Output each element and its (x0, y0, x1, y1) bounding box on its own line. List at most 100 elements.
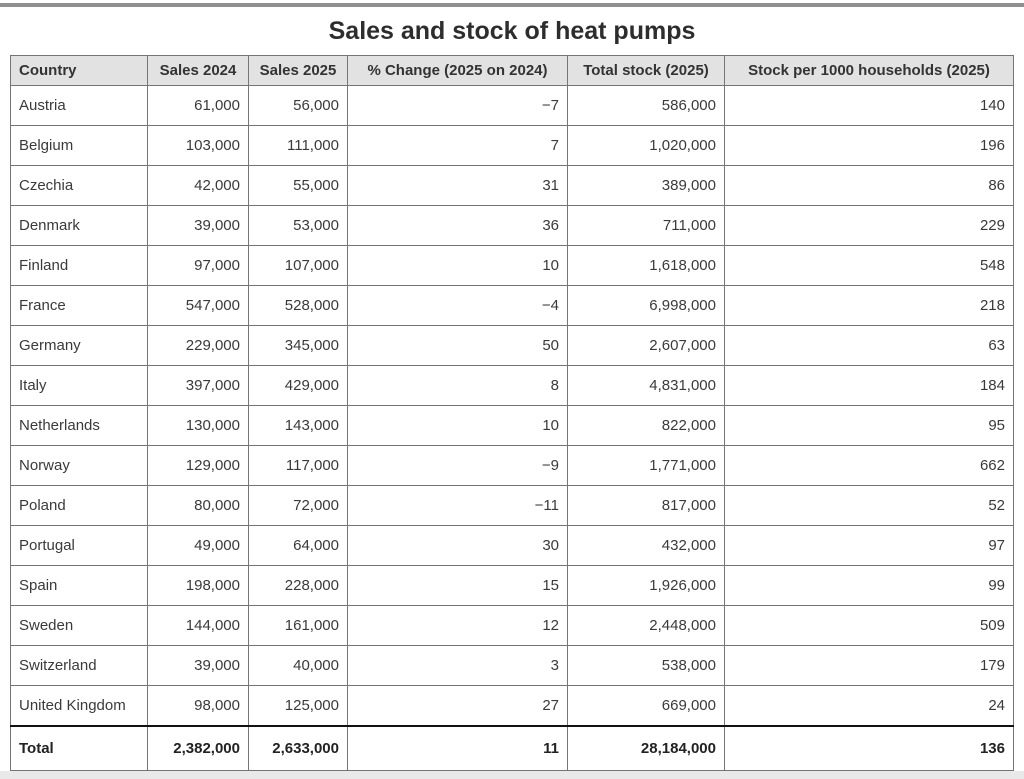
heat-pumps-table: Country Sales 2024 Sales 2025% Change (202… (10, 55, 1014, 771)
value-cell: 229 (724, 205, 1014, 246)
column-header: % Change (2025 on 2024) (347, 55, 568, 86)
value-cell: 429,000 (248, 365, 348, 406)
value-cell: 95 (724, 405, 1014, 446)
value-cell: 99 (724, 565, 1014, 606)
country-cell: Switzerland (10, 645, 148, 686)
total-value-cell: 2,382,000 (147, 725, 249, 771)
column-header: Total stock (2025) (567, 55, 725, 86)
value-cell: −4 (347, 285, 568, 326)
table-row: Norway 129,000 117,000 −9 1,771,000 662 (10, 445, 1014, 486)
country-cell: Italy (10, 365, 148, 406)
value-cell: 8 (347, 365, 568, 406)
country-cell: United Kingdom (10, 685, 148, 727)
value-cell: 36 (347, 205, 568, 246)
value-cell: 63 (724, 325, 1014, 366)
total-row: Total 2,382,000 2,633,000 11 28,184,000 136 (10, 725, 1014, 771)
value-cell: −9 (347, 445, 568, 486)
value-cell: 6,998,000 (567, 285, 725, 326)
table-row: Germany 229,000 345,000 50 2,607,000 63 (10, 325, 1014, 366)
country-cell: Finland (10, 245, 148, 286)
value-cell: 229,000 (147, 325, 249, 366)
table-row: Switzerland 39,000 40,000 3 538,000 179 (10, 645, 1014, 686)
country-cell: Netherlands (10, 405, 148, 446)
value-cell: 509 (724, 605, 1014, 646)
table-row: Poland 80,000 72,000 −11 817,000 52 (10, 485, 1014, 526)
value-cell: 669,000 (567, 685, 725, 727)
total-value-cell: 2,633,000 (248, 725, 348, 771)
value-cell: 42,000 (147, 165, 249, 206)
total-value-cell: 11 (347, 725, 568, 771)
value-cell: 12 (347, 605, 568, 646)
country-cell: Norway (10, 445, 148, 486)
country-cell: Austria (10, 85, 148, 126)
country-cell: Belgium (10, 125, 148, 166)
value-cell: 111,000 (248, 125, 348, 166)
value-cell: 98,000 (147, 685, 249, 727)
value-cell: 72,000 (248, 485, 348, 526)
value-cell: 52 (724, 485, 1014, 526)
table-footer: Total 2,382,000 2,633,000 11 28,184,000 136 (10, 725, 1014, 771)
value-cell: 129,000 (147, 445, 249, 486)
total-label-cell: Total (10, 725, 148, 771)
table-header: Country Sales 2024 Sales 2025% Change (202… (10, 55, 1014, 86)
value-cell: 143,000 (248, 405, 348, 446)
value-cell: 179 (724, 645, 1014, 686)
value-cell: 1,020,000 (567, 125, 725, 166)
value-cell: 107,000 (248, 245, 348, 286)
table-row: Portugal 49,000 64,000 30 432,000 97 (10, 525, 1014, 566)
value-cell: 161,000 (248, 605, 348, 646)
value-cell: −11 (347, 485, 568, 526)
value-cell: 389,000 (567, 165, 725, 206)
value-cell: 538,000 (567, 645, 725, 686)
country-cell: Germany (10, 325, 148, 366)
country-cell: France (10, 285, 148, 326)
value-cell: 61,000 (147, 85, 249, 126)
value-cell: 56,000 (248, 85, 348, 126)
header-row: Country Sales 2024 Sales 2025% Change (202… (10, 55, 1014, 86)
value-cell: 1,926,000 (567, 565, 725, 606)
value-cell: 2,607,000 (567, 325, 725, 366)
country-cell: Poland (10, 485, 148, 526)
value-cell: 586,000 (567, 85, 725, 126)
value-cell: 4,831,000 (567, 365, 725, 406)
page-title: Sales and stock of heat pumps (328, 17, 696, 45)
column-header: Sales 2025 (248, 55, 348, 86)
country-cell: Portugal (10, 525, 148, 566)
column-header: Sales 2024 (147, 55, 249, 86)
country-cell: Denmark (10, 205, 148, 246)
value-cell: 822,000 (567, 405, 725, 446)
value-cell: 39,000 (147, 645, 249, 686)
table-row: Czechia 42,000 55,000 31 389,000 86 (10, 165, 1014, 206)
value-cell: 24 (724, 685, 1014, 727)
value-cell: 64,000 (248, 525, 348, 566)
country-cell: Sweden (10, 605, 148, 646)
value-cell: 228,000 (248, 565, 348, 606)
value-cell: 144,000 (147, 605, 249, 646)
column-header: Stock per 1000 households (2025) (724, 55, 1014, 86)
total-value-cell: 28,184,000 (567, 725, 725, 771)
value-cell: 130,000 (147, 405, 249, 446)
value-cell: 86 (724, 165, 1014, 206)
table-row: Sweden 144,000 161,000 12 2,448,000 509 (10, 605, 1014, 646)
value-cell: 125,000 (248, 685, 348, 727)
table-row: United Kingdom 98,000 125,000 27 669,000 24 (10, 685, 1014, 727)
column-header: Country (10, 55, 148, 86)
table-row: Austria 61,000 56,000 −7 586,000 140 (10, 85, 1014, 126)
value-cell: 397,000 (147, 365, 249, 406)
value-cell: 39,000 (147, 205, 249, 246)
value-cell: 184 (724, 365, 1014, 406)
value-cell: 10 (347, 245, 568, 286)
value-cell: 2,448,000 (567, 605, 725, 646)
table-row: Belgium 103,000 111,000 7 1,020,000 196 (10, 125, 1014, 166)
value-cell: 547,000 (147, 285, 249, 326)
value-cell: 432,000 (567, 525, 725, 566)
value-cell: 97,000 (147, 245, 249, 286)
table-row: Denmark 39,000 53,000 36 711,000 229 (10, 205, 1014, 246)
value-cell: 80,000 (147, 485, 249, 526)
top-divider (0, 3, 1024, 7)
table-row: Italy 397,000 429,000 8 4,831,000 184 (10, 365, 1014, 406)
table-row: Finland 97,000 107,000 10 1,618,000 548 (10, 245, 1014, 286)
value-cell: 30 (347, 525, 568, 566)
value-cell: 1,771,000 (567, 445, 725, 486)
